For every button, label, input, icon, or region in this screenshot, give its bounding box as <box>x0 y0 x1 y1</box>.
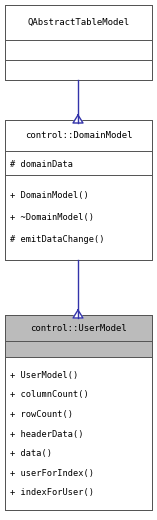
Text: + headerData(): + headerData() <box>10 430 84 438</box>
Text: control::DomainModel: control::DomainModel <box>25 131 132 140</box>
Text: QAbstractTableModel: QAbstractTableModel <box>27 18 130 27</box>
Bar <box>5 5 152 80</box>
Polygon shape <box>73 115 83 123</box>
Text: control::UserModel: control::UserModel <box>30 323 127 333</box>
Bar <box>5 341 152 357</box>
Bar <box>5 120 152 151</box>
Bar <box>5 40 152 60</box>
Bar <box>5 120 152 260</box>
Text: + userForIndex(): + userForIndex() <box>10 469 94 478</box>
Bar <box>5 151 152 175</box>
Bar <box>5 60 152 80</box>
Bar <box>5 315 152 510</box>
Bar <box>5 357 152 510</box>
Bar <box>5 175 152 260</box>
Bar <box>5 5 152 40</box>
Bar <box>5 315 152 341</box>
Polygon shape <box>73 310 83 318</box>
Text: + indexForUser(): + indexForUser() <box>10 488 94 498</box>
Text: + rowCount(): + rowCount() <box>10 410 73 419</box>
Text: + DomainModel(): + DomainModel() <box>10 191 89 200</box>
Text: + data(): + data() <box>10 449 52 458</box>
Text: + UserModel(): + UserModel() <box>10 371 78 380</box>
Text: + columnCount(): + columnCount() <box>10 391 89 399</box>
Text: # emitDataChange(): # emitDataChange() <box>10 236 105 244</box>
Text: # domainData: # domainData <box>10 160 73 170</box>
Text: + ~DomainModel(): + ~DomainModel() <box>10 213 94 222</box>
